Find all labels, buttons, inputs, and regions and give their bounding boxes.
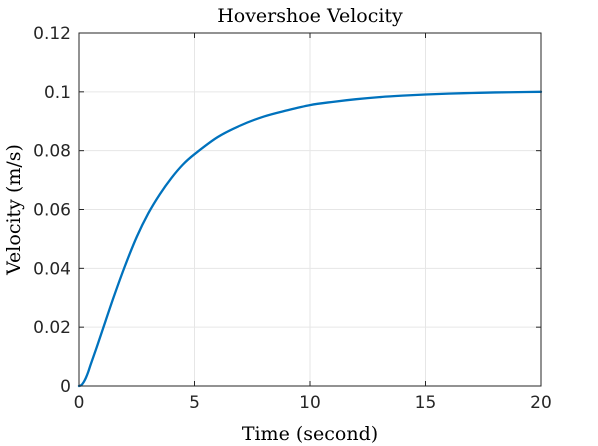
x-tick-label: 10 [299,393,321,413]
y-axis-label: Velocity (m/s) [3,144,25,276]
y-tick-label: 0.1 [44,83,71,103]
y-tick-labels: 0 0.02 0.04 0.06 0.08 0.1 0.12 [33,24,71,397]
grid-lines [79,33,541,386]
y-tick-label: 0.04 [33,259,71,279]
x-tick-label: 0 [74,393,85,413]
velocity-line [77,90,543,388]
chart-title: Hovershoe Velocity [217,5,403,27]
x-tick-label: 5 [189,393,200,413]
x-axis-label: Time (second) [242,423,378,445]
y-tick-label: 0 [60,377,71,397]
y-tick-label: 0.12 [33,24,71,44]
x-tick-labels: 0 5 10 15 20 [74,393,552,413]
y-tick-label: 0.06 [33,201,71,221]
x-tick-label: 15 [415,393,437,413]
y-tick-label: 0.08 [33,142,71,162]
y-tick-label: 0.02 [33,318,71,338]
x-tick-label: 20 [530,393,552,413]
plot-frame [78,32,542,387]
